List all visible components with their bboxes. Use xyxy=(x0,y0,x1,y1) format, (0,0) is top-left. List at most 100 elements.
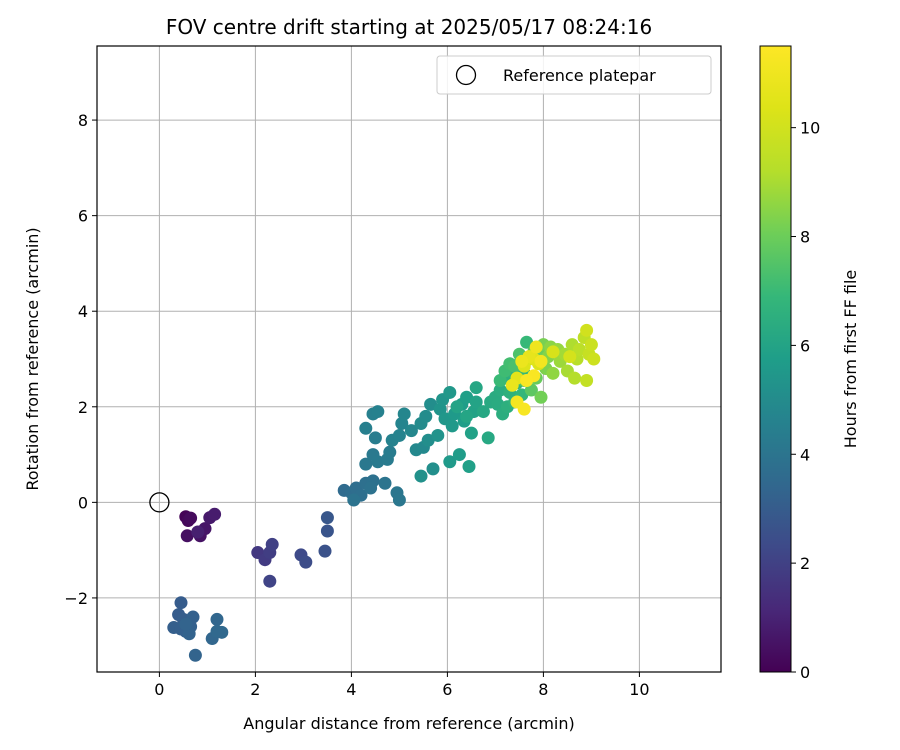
scatter-point xyxy=(469,381,483,395)
chart-title: FOV centre drift starting at 2025/05/17 … xyxy=(166,15,652,39)
scatter-point xyxy=(580,323,594,337)
scatter-point xyxy=(320,524,334,538)
scatter-point xyxy=(580,374,594,388)
colorbar-tick-label: 10 xyxy=(800,119,820,138)
scatter-point xyxy=(265,537,279,551)
legend-marker-icon xyxy=(455,64,477,86)
scatter-point xyxy=(347,493,361,507)
scatter-point xyxy=(517,402,531,416)
scatter-point xyxy=(210,612,224,626)
colorbar: 0 2 4 6 8 10 Hours from first FF file xyxy=(759,45,860,682)
y-tick-label: −2 xyxy=(64,589,88,608)
colorbar-tick-label: 6 xyxy=(800,336,810,355)
scatter-point xyxy=(546,345,560,359)
scatter-point xyxy=(534,390,548,404)
x-tick-label: 10 xyxy=(629,680,649,699)
scatter-point xyxy=(364,481,378,495)
scatter-point xyxy=(481,431,495,445)
scatter-point xyxy=(431,428,445,442)
scatter-point xyxy=(383,445,397,459)
scatter-point xyxy=(320,511,334,525)
plot-background xyxy=(97,46,721,672)
scatter-point xyxy=(414,469,428,483)
colorbar-tick-label: 2 xyxy=(800,554,810,573)
scatter-point xyxy=(460,390,474,404)
y-tick-label: 4 xyxy=(78,302,88,321)
scatter-point xyxy=(299,555,313,569)
scatter-point xyxy=(359,421,373,435)
scatter-point xyxy=(445,419,459,433)
scatter-point xyxy=(424,397,438,411)
scatter-point xyxy=(460,409,474,423)
x-axis-ticks: 0 2 4 6 8 10 xyxy=(154,672,650,699)
y-axis-label: Rotation from reference (arcmin) xyxy=(23,227,42,490)
colorbar-ticks: 0 2 4 6 8 10 xyxy=(791,119,820,682)
x-tick-label: 2 xyxy=(250,680,260,699)
scatter-point xyxy=(587,352,601,366)
legend-label: Reference platepar xyxy=(503,66,656,85)
scatter-point xyxy=(505,378,519,392)
scatter-point xyxy=(392,428,406,442)
scatter-point xyxy=(452,448,466,462)
scatter-point xyxy=(462,460,476,474)
scatter-point xyxy=(180,529,194,543)
scatter-point xyxy=(359,457,373,471)
colorbar-tick-label: 4 xyxy=(800,445,810,464)
scatter-point xyxy=(546,366,560,380)
scatter-points xyxy=(167,323,601,662)
scatter-point xyxy=(184,511,198,525)
scatter-point xyxy=(450,400,464,414)
scatter-point xyxy=(397,407,411,421)
scatter-point xyxy=(208,507,222,521)
scatter-point xyxy=(563,350,577,364)
x-tick-label: 0 xyxy=(154,680,164,699)
colorbar-tick-label: 8 xyxy=(800,228,810,247)
scatter-point xyxy=(520,335,534,349)
x-tick-label: 8 xyxy=(538,680,548,699)
scatter-point xyxy=(419,409,433,423)
colorbar-tick-label: 0 xyxy=(800,663,810,682)
y-tick-label: 6 xyxy=(78,207,88,226)
scatter-point xyxy=(404,424,418,438)
plot-frame xyxy=(96,45,722,673)
scatter-point xyxy=(263,574,277,588)
scatter-point xyxy=(529,340,543,354)
scatter-point xyxy=(392,493,406,507)
scatter-point xyxy=(443,455,457,469)
scatter-point xyxy=(426,462,440,476)
colorbar-gradient xyxy=(759,45,792,673)
scatter-point xyxy=(584,338,598,352)
scatter-point xyxy=(378,476,392,490)
scatter-point xyxy=(469,395,483,409)
plot-area: 0 2 4 6 8 10 −2 0 2 4 6 8 xyxy=(64,45,722,699)
y-tick-label: 0 xyxy=(78,493,88,512)
scatter-point xyxy=(318,544,332,558)
x-tick-label: 4 xyxy=(346,680,356,699)
scatter-point xyxy=(188,648,202,662)
scatter-point xyxy=(210,624,224,638)
legend-box xyxy=(436,55,712,95)
scatter-point xyxy=(534,354,548,368)
scatter-point xyxy=(443,385,457,399)
scatter-point xyxy=(368,431,382,445)
scatter-point xyxy=(371,405,385,419)
reference-marker xyxy=(149,492,170,513)
x-tick-label: 6 xyxy=(442,680,452,699)
scatter-point xyxy=(464,426,478,440)
scatter-point xyxy=(179,617,193,631)
x-axis-label: Angular distance from reference (arcmin) xyxy=(243,714,574,733)
scatter-point xyxy=(515,354,529,368)
scatter-point xyxy=(572,342,586,356)
y-tick-label: 2 xyxy=(78,398,88,417)
legend: Reference platepar xyxy=(436,55,712,95)
colorbar-label: Hours from first FF file xyxy=(841,270,860,449)
scatter-point xyxy=(421,433,435,447)
scatter-point xyxy=(568,371,582,385)
scatter-point xyxy=(191,525,205,539)
y-axis-ticks: −2 0 2 4 6 8 xyxy=(64,111,97,608)
scatter-point xyxy=(476,405,490,419)
y-tick-label: 8 xyxy=(78,111,88,130)
scatter-point xyxy=(520,374,534,388)
scatter-point xyxy=(174,596,188,610)
